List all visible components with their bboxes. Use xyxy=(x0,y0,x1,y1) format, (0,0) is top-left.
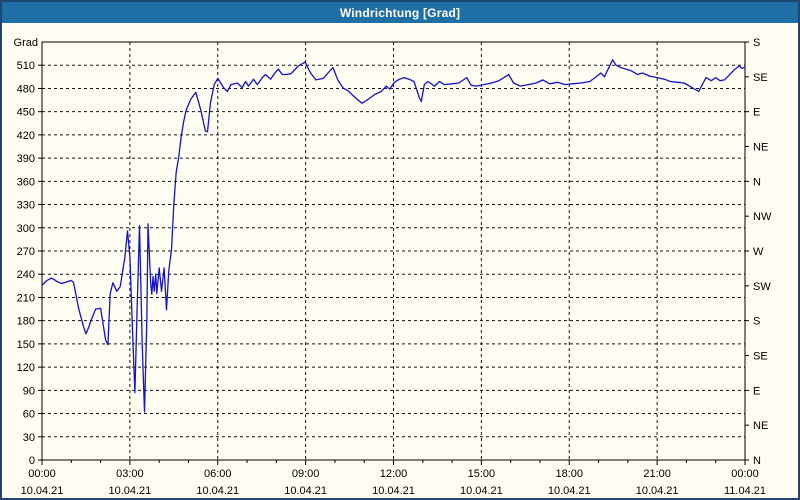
right-axis-compass-label: NE xyxy=(753,142,768,154)
right-axis-compass-label: E xyxy=(753,107,760,119)
left-axis-tick-label: 420 xyxy=(17,130,35,142)
left-axis-tick-label: 480 xyxy=(17,83,35,95)
x-axis-time-label: 18:00 xyxy=(555,468,583,480)
x-axis-date-label: 10.04.21 xyxy=(21,485,64,497)
left-axis-tick-label: 150 xyxy=(17,339,35,351)
right-axis-compass-label: NW xyxy=(753,211,772,223)
wind-direction-series-line xyxy=(41,59,746,413)
right-axis-compass-label: S xyxy=(753,316,760,328)
x-axis-time-label: 21:00 xyxy=(643,468,671,480)
x-axis-date-label: 10.04.21 xyxy=(372,485,415,497)
x-axis-time-label: 06:00 xyxy=(204,468,232,480)
left-axis-tick-label: 0 xyxy=(29,455,35,467)
left-axis-tick-label: 450 xyxy=(17,107,35,119)
left-axis-tick-label: 90 xyxy=(23,385,35,397)
right-axis-compass-label: S xyxy=(753,37,760,49)
x-axis-time-label: 03:00 xyxy=(116,468,144,480)
right-axis-compass-label: N xyxy=(753,455,761,467)
left-axis-tick-label: 510 xyxy=(17,60,35,72)
y-axis-unit-label: Grad xyxy=(14,37,38,49)
x-axis-time-label: 00:00 xyxy=(731,468,759,480)
right-axis-compass-label: SW xyxy=(753,281,771,293)
x-axis-time-label: 09:00 xyxy=(292,468,320,480)
right-axis-compass-label: N xyxy=(753,176,761,188)
x-axis-date-label: 10.04.21 xyxy=(196,485,239,497)
x-axis-time-label: 15:00 xyxy=(468,468,496,480)
right-axis-compass-label: NE xyxy=(753,420,768,432)
chart-title-bar: Windrichtung [Grad] xyxy=(2,2,798,23)
right-axis-compass-label: SE xyxy=(753,351,768,363)
x-axis-date-label: 10.04.21 xyxy=(108,485,151,497)
right-axis-compass-label: E xyxy=(753,385,760,397)
left-axis-tick-label: 390 xyxy=(17,153,35,165)
x-axis-date-label: 10.04.21 xyxy=(636,485,679,497)
left-axis-tick-label: 270 xyxy=(17,246,35,258)
x-axis-time-label: 12:00 xyxy=(380,468,408,480)
x-axis-date-label: 10.04.21 xyxy=(548,485,591,497)
left-axis-tick-label: 180 xyxy=(17,316,35,328)
left-axis-tick-label: 30 xyxy=(23,432,35,444)
x-axis-date-label: 10.04.21 xyxy=(460,485,503,497)
right-axis-compass-label: W xyxy=(753,246,764,258)
x-axis-time-label: 00:00 xyxy=(28,468,56,480)
left-axis-tick-label: 240 xyxy=(17,269,35,281)
left-axis-tick-label: 60 xyxy=(23,409,35,421)
left-axis-tick-label: 330 xyxy=(17,200,35,212)
x-axis-date-label: 10.04.21 xyxy=(284,485,327,497)
left-axis-tick-label: 210 xyxy=(17,292,35,304)
right-axis-compass-label: SE xyxy=(753,72,768,84)
x-axis-date-label: 11.04.21 xyxy=(724,485,766,497)
left-axis-tick-label: 120 xyxy=(17,362,35,374)
left-axis-tick-label: 300 xyxy=(17,223,35,235)
left-axis-tick-label: 360 xyxy=(17,176,35,188)
chart-title: Windrichtung [Grad] xyxy=(339,5,461,20)
